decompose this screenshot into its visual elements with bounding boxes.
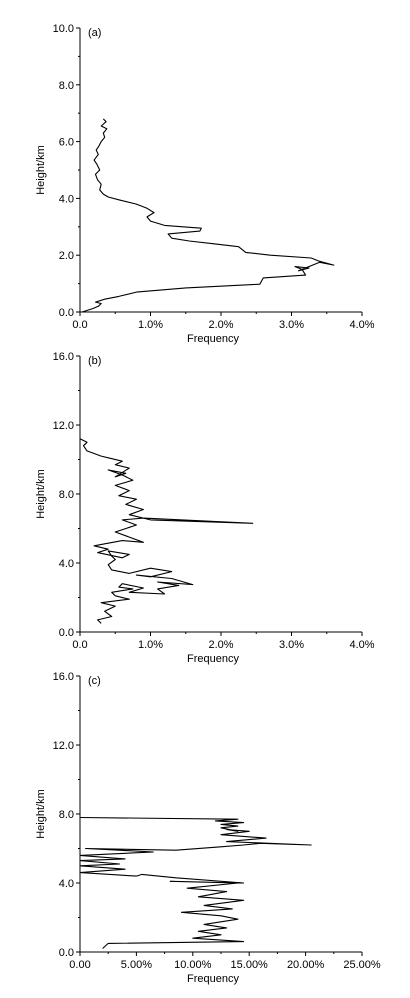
- x-tick-label: 3.0%: [279, 319, 304, 331]
- x-tick-label: 1.0%: [138, 639, 163, 651]
- chart-panel-3: 0.0 4.0 8.0 12.0 16.0 0.00 5.00% 10.00% 15.00% 20…: [35, 671, 381, 985]
- x-axis-title: Frequency: [187, 333, 239, 345]
- x-tick-label: 25.00%: [343, 959, 381, 971]
- frequency-profile-line: [79, 816, 312, 949]
- panel-label: (c): [88, 675, 101, 687]
- y-tick-label: 0.0: [59, 627, 74, 639]
- y-tick-label: 4.0: [59, 878, 74, 890]
- y-tick-label: 8.0: [59, 809, 74, 821]
- y-tick-label: 8.0: [59, 80, 74, 92]
- x-tick-label: 2.0%: [208, 639, 233, 651]
- x-tick-label: 10.00%: [174, 959, 212, 971]
- y-axis-title: Height/km: [35, 789, 47, 839]
- x-tick-label: 4.0%: [349, 319, 374, 331]
- x-tick-label: 5.00%: [121, 959, 152, 971]
- chart-panel-2: 0.0 4.0 8.0 12.0 16.0 0.0 1.0% 2.0% 3.0% 4.0% Freq…: [35, 351, 375, 665]
- y-tick-label: 0.0: [59, 947, 74, 959]
- x-tick-label: 3.0%: [279, 639, 304, 651]
- x-tick-label: 0.0: [72, 639, 87, 651]
- chart-panel-1: 0.0 2.0 4.0 6.0 8.0 10.0 0.0 1.0% 2.0% 3.0% 4.0% Fr…: [35, 23, 375, 345]
- y-tick-label: 2.0: [59, 250, 74, 262]
- panel-label: (b): [88, 355, 101, 367]
- y-tick-label: 16.0: [53, 351, 74, 363]
- frequency-profile-line: [81, 118, 335, 313]
- x-tick-label: 20.00%: [287, 959, 325, 971]
- y-tick-label: 4.0: [59, 193, 74, 205]
- y-tick-label: 6.0: [59, 137, 74, 149]
- x-tick-label: 0.00: [69, 959, 90, 971]
- x-tick-label: 1.0%: [138, 319, 163, 331]
- y-tick-label: 0.0: [59, 307, 74, 319]
- x-axis-title: Frequency: [187, 653, 239, 665]
- y-tick-label: 16.0: [53, 671, 74, 683]
- y-tick-label: 12.0: [53, 420, 74, 432]
- y-tick-label: 4.0: [59, 558, 74, 570]
- y-tick-label: 10.0: [53, 23, 74, 35]
- y-tick-label: 12.0: [53, 740, 74, 752]
- y-axis-title: Height/km: [35, 145, 47, 195]
- x-axis-title: Frequency: [187, 973, 239, 985]
- frequency-profile-line: [79, 438, 254, 624]
- y-tick-label: 8.0: [59, 489, 74, 501]
- x-tick-label: 4.0%: [349, 639, 374, 651]
- x-tick-label: 2.0%: [208, 319, 233, 331]
- y-axis-title: Height/km: [35, 469, 47, 519]
- x-tick-label: 0.0: [72, 319, 87, 331]
- x-tick-label: 15.00%: [231, 959, 269, 971]
- panel-label: (a): [88, 27, 101, 39]
